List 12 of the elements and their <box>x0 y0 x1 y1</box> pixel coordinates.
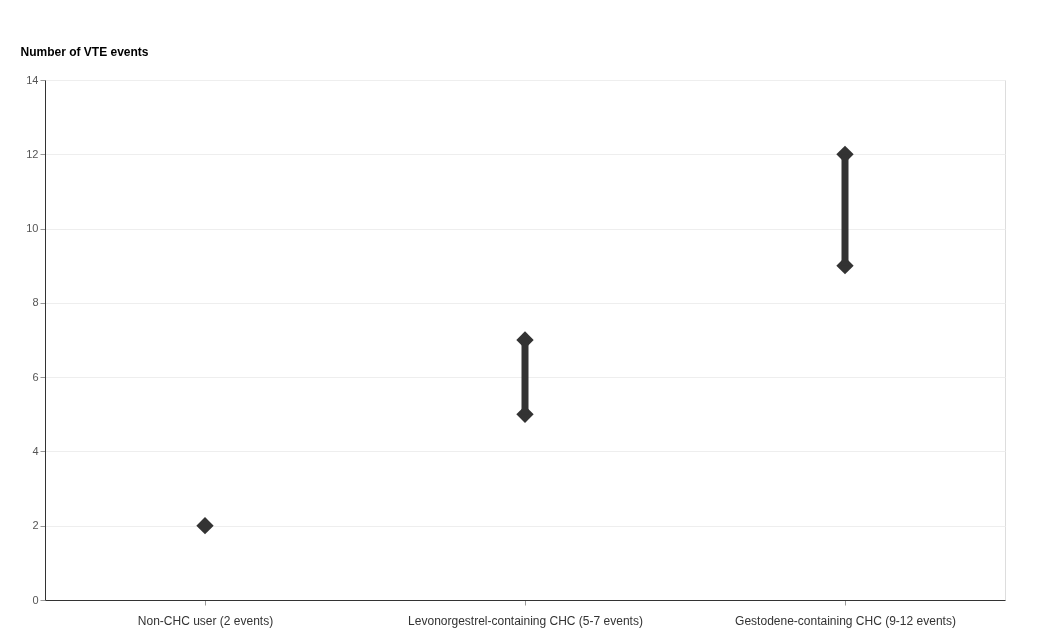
y-tick-label: 14 <box>26 73 39 86</box>
y-tick-label: 8 <box>32 296 39 309</box>
x-tick-label: Non-CHC user (2 events) <box>137 613 274 628</box>
y-tick-label: 6 <box>32 370 39 383</box>
x-tick-label: Gestodene-containing CHC (9-12 events) <box>735 613 956 628</box>
y-tick-label: 12 <box>26 147 39 160</box>
x-tick-label: Levonorgestrel-containing CHC (5-7 events) <box>408 613 643 628</box>
y-tick-label: 0 <box>32 593 39 606</box>
y-tick-label: 4 <box>32 444 39 457</box>
y-tick-label: 2 <box>32 519 39 532</box>
y-axis-title: Number of VTE events <box>20 44 149 59</box>
y-tick-label: 10 <box>26 222 39 235</box>
